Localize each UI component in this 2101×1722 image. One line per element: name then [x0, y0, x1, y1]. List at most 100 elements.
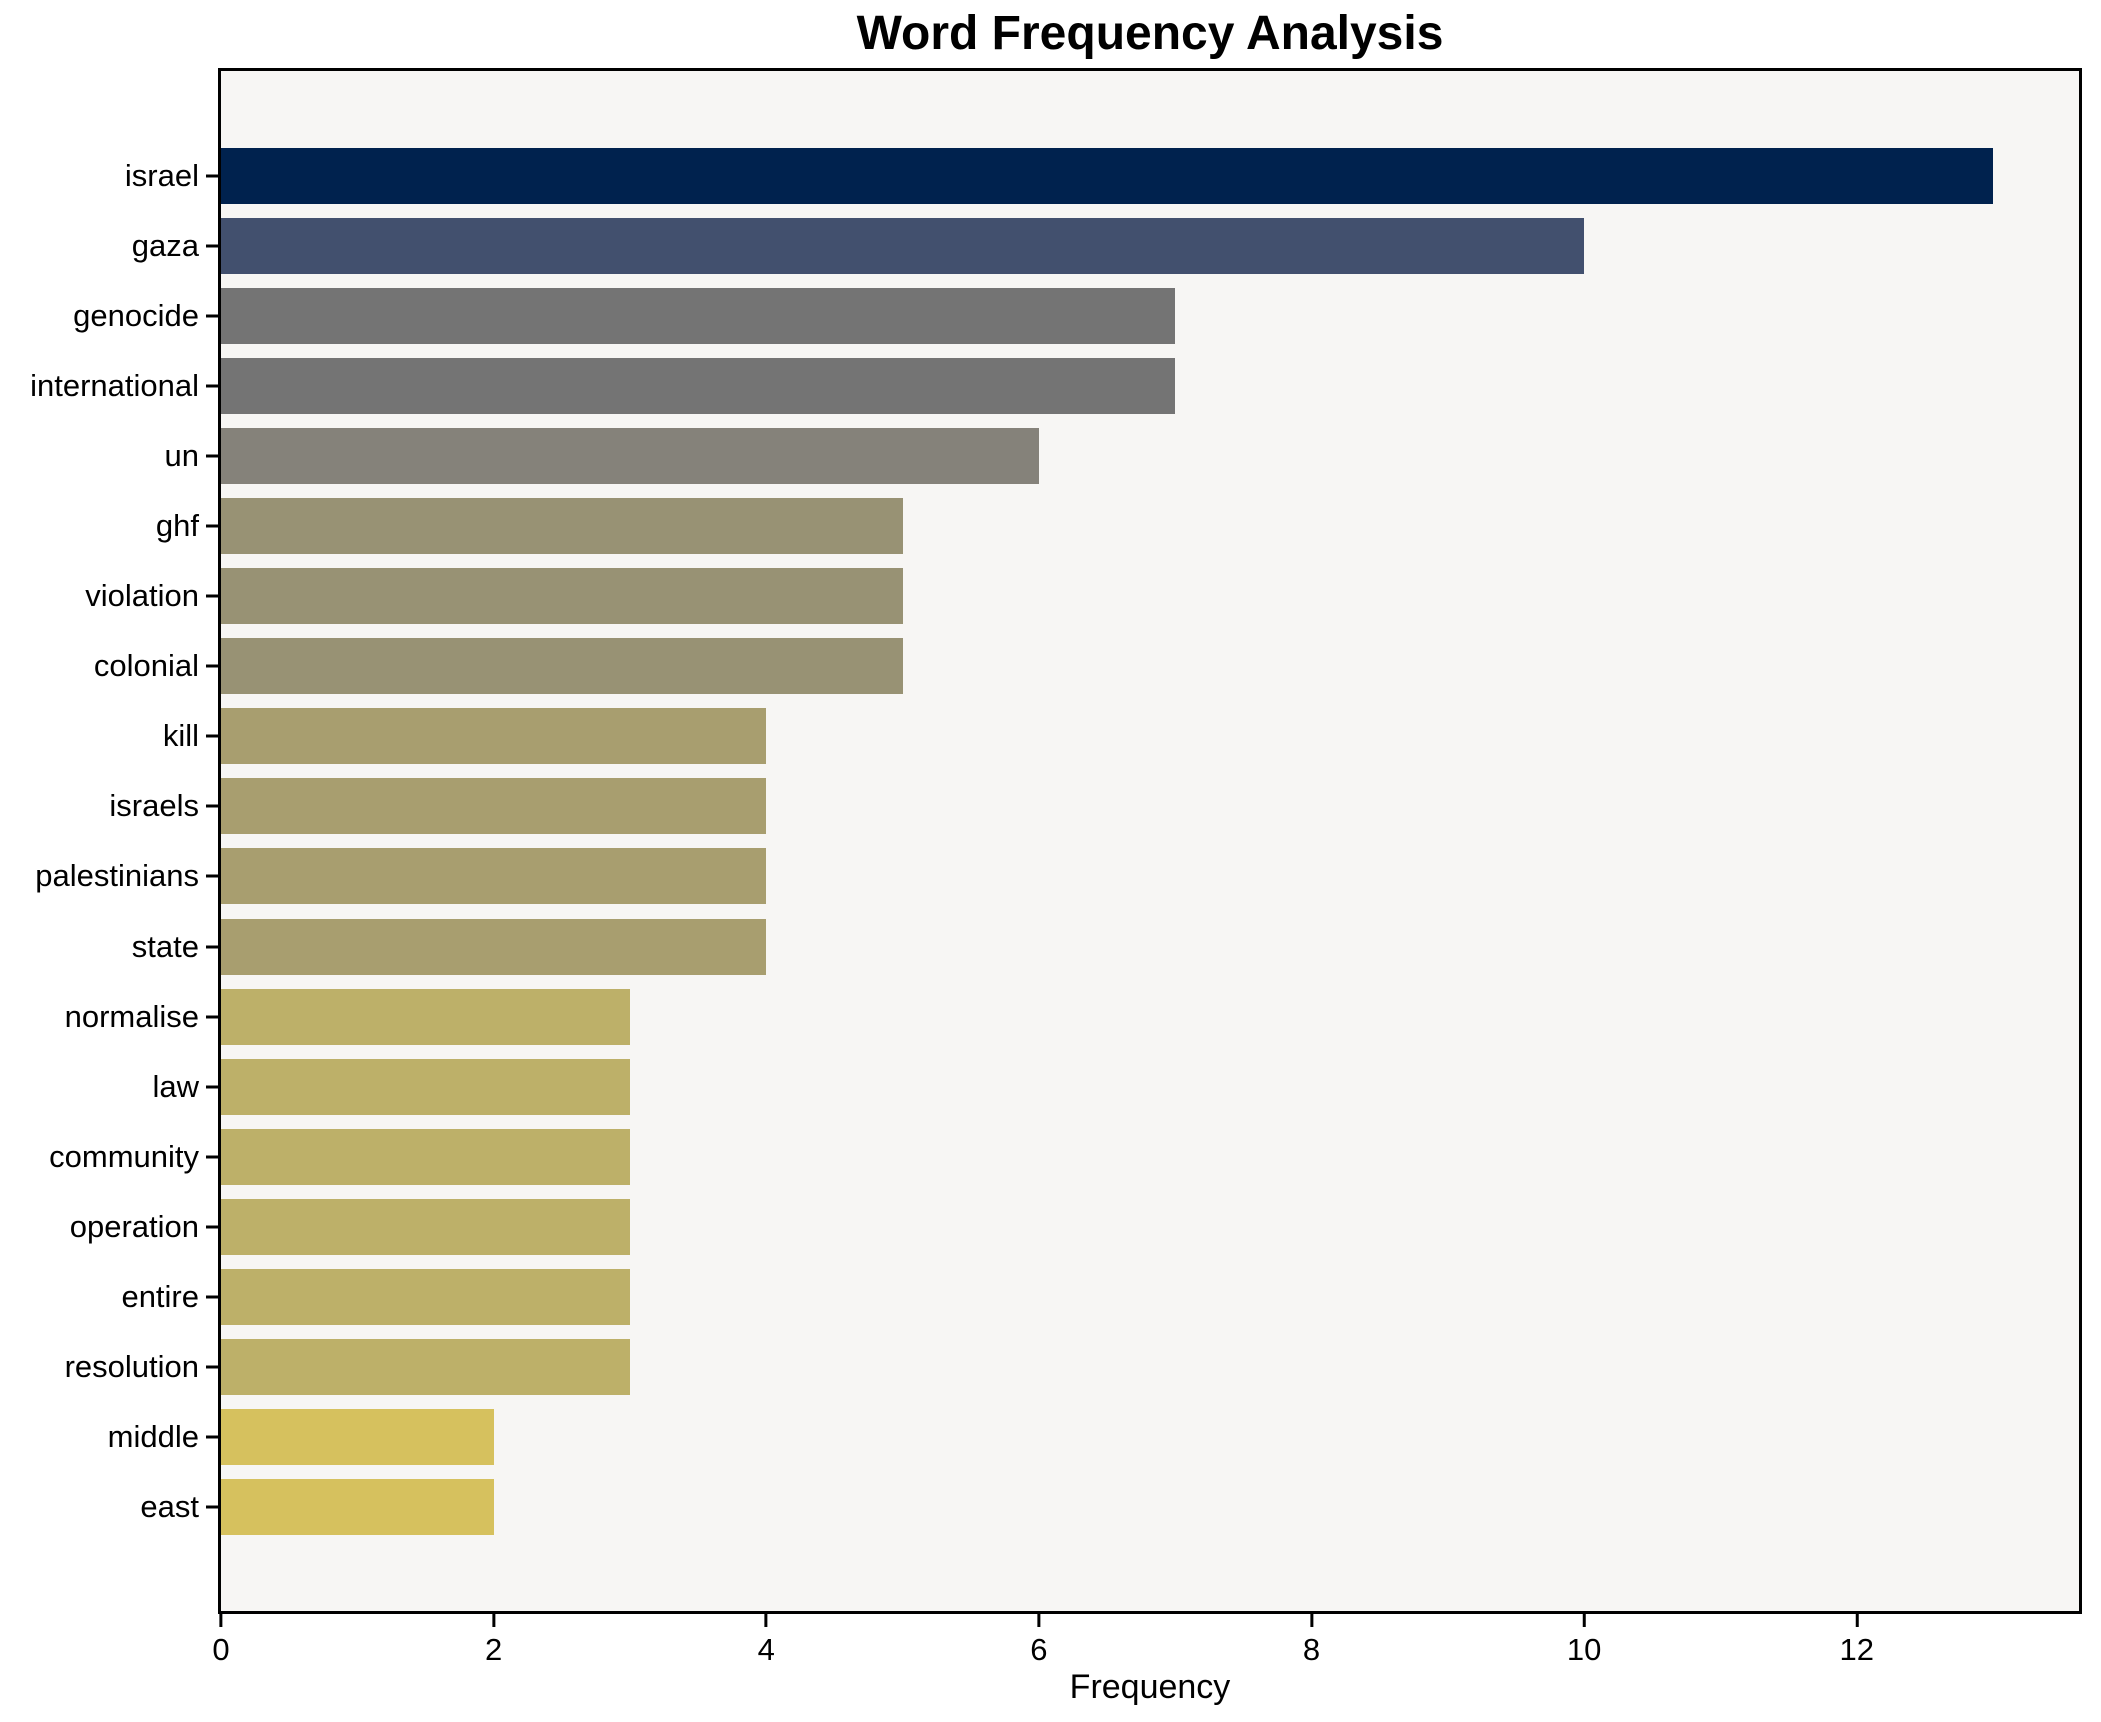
y-tick-mark	[206, 1295, 218, 1299]
y-axis-label: operation	[69, 1208, 199, 1244]
y-tick-mark	[206, 804, 218, 808]
bar-rows-container: israel gaza genocide international un ghf viol…	[30, 71, 2079, 1611]
y-tick-mark	[206, 1225, 218, 1229]
frequency-bar	[221, 358, 1176, 415]
bar-row: kill	[163, 701, 2079, 771]
bar-row: ghf	[156, 491, 2079, 561]
bar-row: gaza	[132, 211, 2079, 281]
frequency-bar	[221, 1198, 630, 1255]
x-tick-label: 4	[757, 1632, 775, 1667]
x-tick: 6	[1030, 1614, 1048, 1668]
x-tick: 10	[1567, 1614, 1601, 1668]
y-axis-label: ghf	[155, 508, 199, 544]
y-tick-mark	[206, 1505, 218, 1509]
y-axis-label: gaza	[131, 228, 199, 264]
x-tick-mark	[1037, 1614, 1041, 1627]
bar-row: east	[140, 1472, 2079, 1542]
y-axis-label: genocide	[73, 298, 199, 334]
frequency-bar	[221, 778, 767, 835]
y-axis-label: palestinians	[35, 858, 199, 894]
y-tick-mark	[206, 874, 218, 878]
bar-row: israel	[125, 141, 2079, 211]
y-axis-label: east	[140, 1488, 199, 1524]
bar-row: community	[49, 1122, 2079, 1192]
y-tick-mark	[206, 1085, 218, 1089]
x-axis-ticks: 0 2 4 6 8 10 12	[212, 1614, 2079, 1674]
frequency-bar	[221, 1408, 494, 1465]
bar-row: resolution	[65, 1332, 2079, 1402]
y-tick-mark	[206, 594, 218, 598]
x-tick-mark	[492, 1614, 496, 1627]
y-tick-mark	[206, 734, 218, 738]
frequency-bar	[221, 288, 1176, 345]
bar-row: international	[30, 351, 2079, 421]
x-tick: 2	[485, 1614, 502, 1668]
y-tick-mark	[206, 454, 218, 458]
y-tick-mark	[206, 174, 218, 178]
bar-row: genocide	[73, 281, 2079, 351]
x-tick-label: 8	[1302, 1632, 1321, 1667]
y-axis-label: international	[30, 368, 199, 404]
bar-row: state	[132, 912, 2079, 982]
frequency-bar	[221, 988, 630, 1045]
frequency-bar	[221, 1478, 494, 1535]
x-axis-label: Frequency	[1069, 1668, 1231, 1706]
x-tick-mark	[1310, 1614, 1314, 1627]
frequency-bar	[221, 218, 1585, 275]
bar-row: un	[165, 421, 2079, 491]
x-tick-label: 2	[485, 1632, 503, 1667]
bar-row: palestinians	[35, 841, 2079, 911]
y-axis-label: israel	[124, 158, 199, 194]
frequency-bar	[221, 498, 903, 555]
x-tick-mark	[1855, 1614, 1859, 1627]
x-tick: 12	[1840, 1614, 1874, 1668]
frequency-bar	[221, 918, 767, 975]
y-axis-label: resolution	[64, 1348, 199, 1384]
y-tick-mark	[206, 664, 218, 668]
frequency-bar	[221, 428, 1039, 485]
chart-title: Word Frequency Analysis	[856, 7, 1444, 60]
y-axis-label: normalise	[64, 998, 199, 1034]
bar-row: normalise	[65, 982, 2079, 1052]
y-tick-mark	[206, 1015, 218, 1019]
y-tick-mark	[206, 524, 218, 528]
y-tick-mark	[206, 1435, 218, 1439]
bar-row: israels	[109, 771, 2079, 841]
frequency-bar	[221, 708, 767, 765]
bar-row: violation	[85, 561, 2079, 631]
y-axis-label: kill	[162, 718, 199, 754]
frequency-bar	[221, 638, 903, 695]
y-tick-mark	[206, 314, 218, 318]
x-tick-label: 10	[1566, 1632, 1602, 1667]
y-tick-mark	[206, 945, 218, 949]
x-tick-label: 12	[1839, 1632, 1875, 1667]
frequency-bar	[221, 148, 1994, 205]
frequency-bar	[221, 1338, 630, 1395]
bar-row: entire	[121, 1262, 2079, 1332]
y-tick-mark	[206, 244, 218, 248]
y-tick-mark	[206, 1365, 218, 1369]
frequency-bar	[221, 1058, 630, 1115]
y-axis-label: colonial	[93, 648, 199, 684]
y-axis-label: state	[131, 928, 199, 964]
y-axis-label: middle	[107, 1418, 199, 1454]
y-axis-label: entire	[121, 1278, 199, 1314]
x-tick-mark	[1582, 1614, 1586, 1627]
y-axis-label: israels	[109, 788, 199, 824]
y-axis-label: violation	[85, 578, 199, 614]
x-tick: 8	[1303, 1614, 1320, 1668]
plot-area: israel gaza genocide international un ghf viol…	[30, 68, 2082, 1614]
frequency-bar	[221, 1128, 630, 1185]
frequency-bar	[221, 1268, 630, 1325]
x-tick-mark	[764, 1614, 768, 1627]
x-tick-label: 6	[1030, 1632, 1048, 1667]
x-tick-label: 0	[212, 1632, 230, 1667]
frequency-bar	[221, 848, 767, 905]
bar-row: middle	[108, 1402, 2079, 1472]
bar-row: operation	[70, 1192, 2079, 1262]
y-tick-mark	[206, 1155, 218, 1159]
x-tick: 4	[758, 1614, 775, 1668]
y-tick-mark	[206, 384, 218, 388]
x-tick: 0	[212, 1614, 230, 1668]
